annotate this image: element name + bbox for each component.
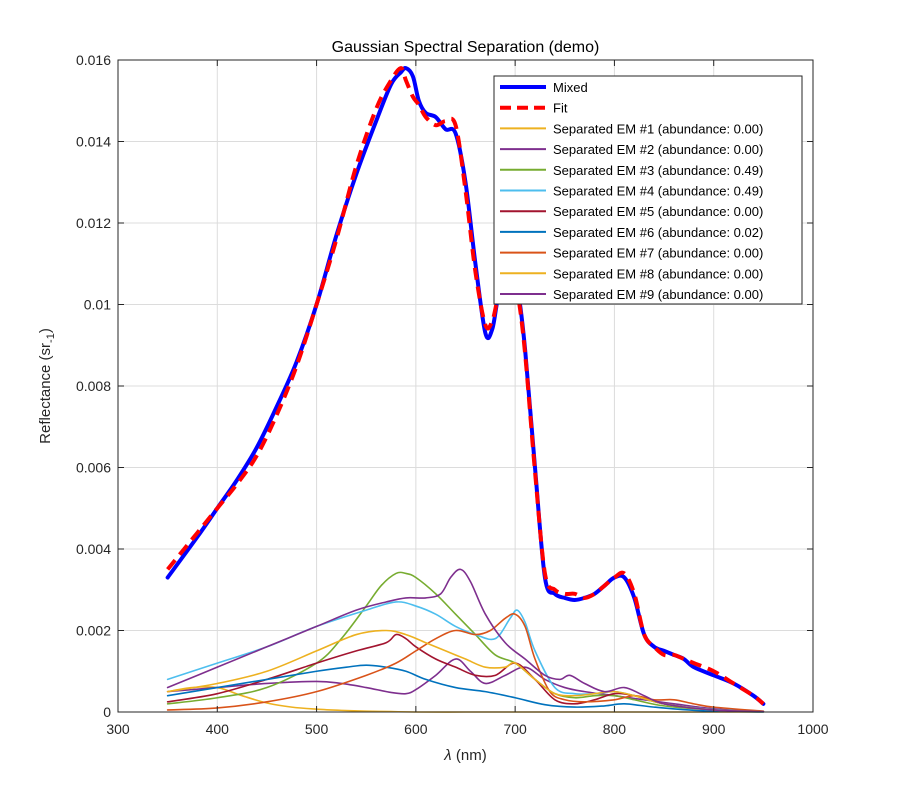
x-tick-label: 500 (305, 721, 329, 737)
chart-title: Gaussian Spectral Separation (demo) (332, 39, 600, 56)
legend-label-separated-em-3-abundance-0-49: Separated EM #3 (abundance: 0.49) (553, 163, 763, 178)
y-tick-label: 0.004 (76, 541, 111, 557)
legend-label-separated-em-4-abundance-0-49: Separated EM #4 (abundance: 0.49) (553, 184, 763, 199)
legend-label-separated-em-2-abundance-0-00: Separated EM #2 (abundance: 0.00) (553, 142, 763, 157)
axis-ticks: 300 400 500 600 700 800 900 1000 0 0.002 0.004 0.00… (76, 52, 829, 737)
y-axis-label-main: Reflectance (sr (37, 343, 54, 444)
y-tick-label: 0.01 (84, 297, 111, 313)
legend-label-separated-em-5-abundance-0-00: Separated EM #5 (abundance: 0.00) (553, 204, 763, 219)
legend-label-separated-em-6-abundance-0-02: Separated EM #6 (abundance: 0.02) (553, 225, 763, 240)
x-axis-label-unit: (nm) (452, 747, 487, 764)
y-tick-label: 0.014 (76, 134, 111, 150)
x-axis-label: λ (nm) (443, 747, 486, 764)
legend-label-separated-em-7-abundance-0-00: Separated EM #7 (abundance: 0.00) (553, 246, 763, 261)
series-line-separated-em-9-abundance-0-00 (166, 568, 765, 713)
legend-label-separated-em-1-abundance-0-00: Separated EM #1 (abundance: 0.00) (553, 121, 763, 136)
y-tick-label: 0.012 (76, 215, 111, 231)
y-tick-label: 0.002 (76, 623, 111, 639)
x-tick-label: 1000 (797, 721, 828, 737)
x-tick-label: 600 (404, 721, 428, 737)
series-line-separated-em-5-abundance-0-00 (166, 633, 765, 713)
legend-label-fit: Fit (553, 101, 568, 116)
y-tick-label: 0.006 (76, 460, 111, 476)
x-tick-label: 300 (106, 721, 130, 737)
x-tick-label: 400 (206, 721, 230, 737)
y-tick-label: 0.008 (76, 378, 111, 394)
x-axis-label-symbol: λ (443, 747, 451, 764)
legend-label-separated-em-9-abundance-0-00: Separated EM #9 (abundance: 0.00) (553, 287, 763, 302)
y-axis-label: Reflectance (sr-1) (37, 328, 57, 444)
x-tick-label: 800 (603, 721, 627, 737)
legend: Mixed Fit Separated EM #1 (abundance: 0.00… (493, 75, 803, 305)
y-tick-label: 0.016 (76, 52, 111, 68)
y-axis-label-sub: -1 (45, 333, 57, 343)
x-tick-label: 700 (503, 721, 527, 737)
legend-label-mixed: Mixed (553, 80, 588, 95)
x-tick-label: 900 (702, 721, 726, 737)
y-tick-label: 0 (103, 704, 111, 720)
series-line-separated-em-6-abundance-0-02 (166, 664, 765, 713)
series-line-separated-em-8-abundance-0-00 (166, 629, 765, 713)
y-axis-label-end: ) (37, 328, 54, 333)
series-line-separated-em-7-abundance-0-00 (166, 613, 765, 712)
legend-label-separated-em-8-abundance-0-00: Separated EM #8 (abundance: 0.00) (553, 266, 763, 281)
